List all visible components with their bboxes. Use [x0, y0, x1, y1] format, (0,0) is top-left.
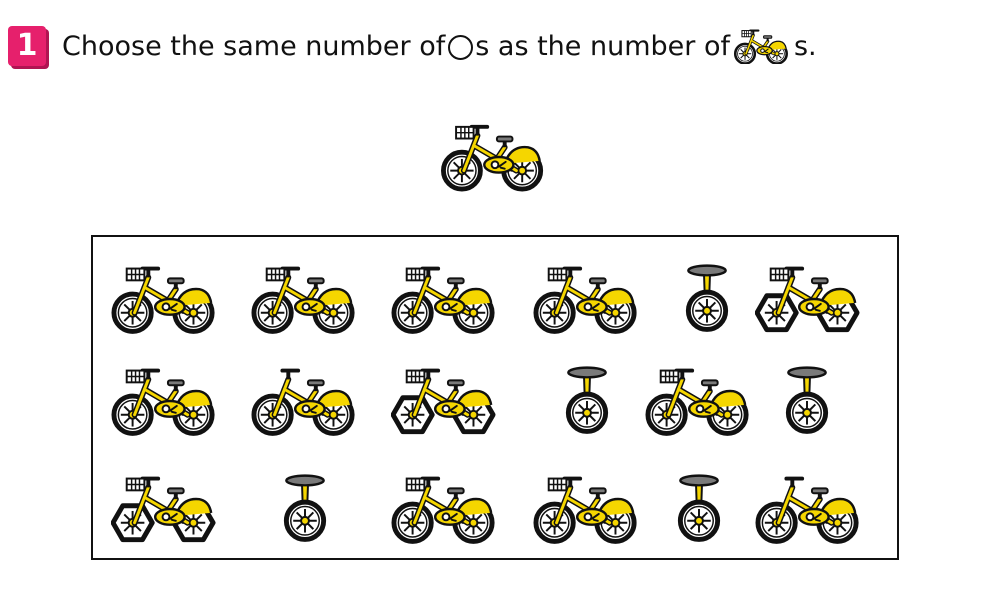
- item-bicycle: [251, 263, 359, 339]
- reference-bicycle: [440, 122, 548, 196]
- item-hexagon-wheel-bicycle: [391, 365, 499, 441]
- bicycle-icon: [533, 263, 641, 335]
- bicycle-icon: [111, 365, 219, 437]
- unicycle-icon: [533, 365, 641, 437]
- bicycle-icon: [645, 365, 753, 437]
- unicycle-icon: [753, 365, 861, 437]
- hexagon-wheel-bicycle-icon: [755, 263, 863, 335]
- item-bicycle-no-basket: [251, 365, 359, 441]
- open-circle-icon: [448, 34, 474, 60]
- question-text-part3: s.: [793, 30, 817, 62]
- hexagon-wheel-bicycle-icon: [111, 473, 219, 545]
- item-unicycle: [533, 365, 641, 441]
- bicycle-icon: [111, 263, 219, 335]
- item-bicycle: [645, 365, 753, 441]
- item-hexagon-wheel-bicycle: [755, 263, 863, 339]
- bicycle-no-basket-icon: [251, 365, 359, 437]
- bicycle-icon: [391, 263, 499, 335]
- item-bicycle: [391, 263, 499, 339]
- unicycle-icon: [653, 263, 761, 335]
- question-text-part2: s as the number of: [475, 30, 730, 62]
- item-unicycle: [753, 365, 861, 441]
- item-bicycle: [111, 263, 219, 339]
- bicycle-icon: [733, 28, 791, 64]
- item-unicycle: [653, 263, 761, 339]
- unicycle-icon: [645, 473, 753, 545]
- item-bicycle: [111, 365, 219, 441]
- item-hexagon-wheel-bicycle: [111, 473, 219, 549]
- bicycle-icon: [251, 263, 359, 335]
- hexagon-wheel-bicycle-icon: [391, 365, 499, 437]
- item-bicycle: [533, 263, 641, 339]
- item-unicycle: [645, 473, 753, 549]
- item-bicycle: [533, 473, 641, 549]
- question-text-part1: Choose the same number of: [62, 30, 446, 62]
- bicycle-icon: [533, 473, 641, 545]
- question-text: Choose the same number of s as the numbe…: [62, 28, 817, 64]
- question-number: 1: [16, 28, 38, 63]
- item-unicycle: [251, 473, 359, 549]
- question-number-badge: 1: [8, 26, 46, 66]
- item-bicycle-no-basket: [755, 473, 863, 549]
- unicycle-icon: [251, 473, 359, 545]
- bicycle-no-basket-icon: [755, 473, 863, 545]
- bicycle-icon: [440, 122, 548, 192]
- bicycle-icon: [391, 473, 499, 545]
- item-bicycle: [391, 473, 499, 549]
- items-box: [91, 235, 899, 560]
